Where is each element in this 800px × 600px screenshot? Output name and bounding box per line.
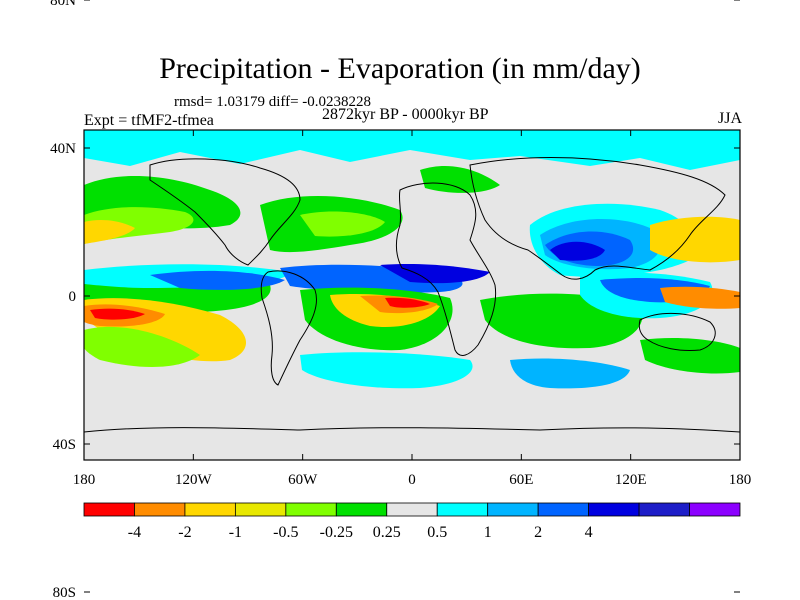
colorbar-swatch — [285, 502, 337, 517]
colorbar-swatch — [134, 502, 186, 517]
lon-tick-label: 120E — [615, 472, 647, 488]
colorbar-swatch — [386, 502, 438, 517]
field-maritime-orange — [660, 286, 740, 309]
colorbar-label: 4 — [585, 524, 593, 541]
colorbar-swatch — [83, 502, 135, 517]
coast-north-america — [149, 158, 301, 266]
field-spac-yellowgreen — [84, 326, 200, 367]
field-asia-darkblue — [550, 241, 605, 261]
lat-tick-label: 80S — [53, 585, 76, 600]
colorbar-swatch — [487, 502, 539, 517]
field-natl-yellowgreen — [300, 211, 385, 237]
colorbar-swatch — [184, 502, 236, 517]
lon-tick-label: 60E — [509, 472, 533, 488]
field-eqpac-blue — [150, 270, 285, 290]
colorbar-swatch — [689, 502, 741, 517]
experiment-label: Expt = tfMF2-tfmea — [84, 112, 214, 129]
field-spac-red — [90, 308, 145, 320]
map-title: Precipitation - Evaporation (in mm/day) — [159, 52, 641, 85]
coast-asia — [469, 157, 726, 280]
lon-tick-label: 120W — [175, 472, 213, 488]
lat-tick-label: 0 — [69, 289, 77, 305]
coast-australia — [638, 312, 716, 351]
lat-tick-label: 40N — [50, 141, 76, 157]
colorbar-label: 2 — [534, 524, 542, 541]
colorbar-swatch — [436, 502, 489, 517]
longitude-axis: 180 120W 60W 0 60E 120E 180 — [73, 130, 752, 488]
field-arctic-cyan — [84, 130, 740, 170]
field-europe-green — [420, 165, 500, 193]
period-label: 2872kyr BP - 0000kyr BP — [322, 106, 489, 123]
field-southern-lightblue — [510, 358, 630, 389]
colorbar-label: 1 — [484, 524, 492, 541]
colorbar-label: -4 — [128, 524, 141, 541]
colorbar-swatch — [335, 502, 388, 517]
lon-tick-label: 60W — [288, 472, 318, 488]
colorbar: -4 -2 -1 -0.5 -0.25 0.25 0.5 1 2 4 — [83, 502, 741, 541]
field-eqatl-darkblue — [380, 263, 490, 284]
field-npac-yellow — [84, 220, 135, 244]
season-label: JJA — [717, 110, 742, 127]
colorbar-label: -0.5 — [273, 524, 298, 541]
colorbar-label: 0.25 — [373, 524, 401, 541]
map-plot-area — [84, 130, 740, 460]
field-nwpac-yellow — [650, 216, 740, 263]
coastlines — [84, 157, 740, 433]
coast-south-america — [260, 270, 317, 386]
lon-tick-label: 180 — [729, 472, 752, 488]
lat-tick-label: 40S — [53, 437, 76, 453]
colorbar-swatch — [537, 502, 590, 517]
colorbar-label: -1 — [229, 524, 242, 541]
latitude-axis: 80N 40N 0 40S 80S — [50, 0, 740, 600]
coast-antarctica — [84, 427, 740, 433]
colorbar-swatch — [588, 502, 640, 517]
colorbar-swatch — [638, 502, 690, 517]
colorbar-label: -0.25 — [320, 524, 353, 541]
field-satl-red — [385, 297, 430, 308]
lat-tick-label: 80N — [50, 0, 76, 9]
field-southern-cyan — [300, 352, 473, 389]
colorbar-label: -2 — [178, 524, 191, 541]
lon-tick-label: 0 — [408, 472, 416, 488]
coast-europe-africa — [396, 182, 497, 356]
stats-line: rmsd= 1.03179 diff= -0.0238228 — [174, 94, 372, 110]
colorbar-swatch — [234, 502, 287, 517]
colorbar-label: 0.5 — [427, 524, 447, 541]
field-antarctic — [84, 430, 740, 460]
lon-tick-label: 180 — [73, 472, 96, 488]
